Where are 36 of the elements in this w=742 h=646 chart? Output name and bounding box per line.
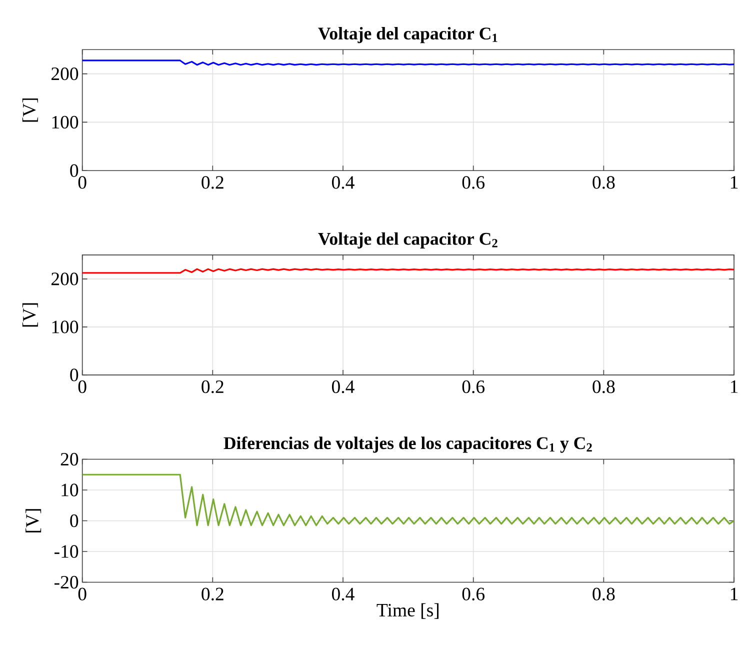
y-tick-label: 0	[70, 164, 78, 178]
y-axis-title: [V]	[22, 303, 38, 327]
x-tick-label: 0.2	[202, 588, 224, 601]
y-tick-label: 20	[60, 453, 78, 466]
y-tick-label: -20	[54, 576, 78, 589]
x-tick-label: 0.2	[202, 380, 224, 394]
y-axis-title: [V]	[22, 98, 38, 122]
y-axis-title: [V]	[26, 509, 42, 533]
x-tick-label: 1	[730, 588, 738, 600]
y-tick-label: 0	[70, 368, 78, 382]
x-tick-label: 0.8	[592, 176, 615, 189]
x-axis-title: Time [s]	[376, 603, 438, 619]
x-tick-label: 0.4	[332, 380, 354, 394]
x-tick-label: 0	[78, 176, 86, 189]
x-tick-label: 0.8	[592, 380, 615, 394]
line-series	[82, 474, 734, 526]
x-tick-label: 0.6	[462, 588, 485, 601]
y-tick-label: 0	[70, 514, 78, 528]
chart-title: Diferencias de voltajes de los capacitores C$_{1}$ y C$_{2}$	[224, 436, 592, 453]
y-tick-label: 100	[52, 320, 78, 334]
y-tick-label: -10	[54, 545, 78, 558]
y-tick-label: 100	[52, 116, 78, 129]
y-tick-label: 200	[51, 68, 78, 80]
x-tick-label: 0.8	[592, 588, 615, 601]
chart-title: Voltaje del capacitor C$_{1}$	[318, 27, 498, 44]
x-tick-label: 0.6	[462, 176, 485, 189]
x-tick-label: 0	[78, 380, 86, 394]
y-tick-label: 200	[51, 272, 78, 286]
x-tick-label: 0.2	[202, 176, 224, 189]
y-tick-label: 10	[62, 484, 78, 496]
x-tick-label: 0.6	[462, 380, 485, 394]
x-tick-label: 1	[730, 380, 738, 393]
x-tick-label: 0.4	[332, 588, 354, 601]
chart-title: Voltaje del capacitor C$_{2}$	[318, 232, 498, 249]
x-tick-label: 0.4	[332, 176, 354, 189]
x-tick-label: 1	[730, 176, 738, 189]
